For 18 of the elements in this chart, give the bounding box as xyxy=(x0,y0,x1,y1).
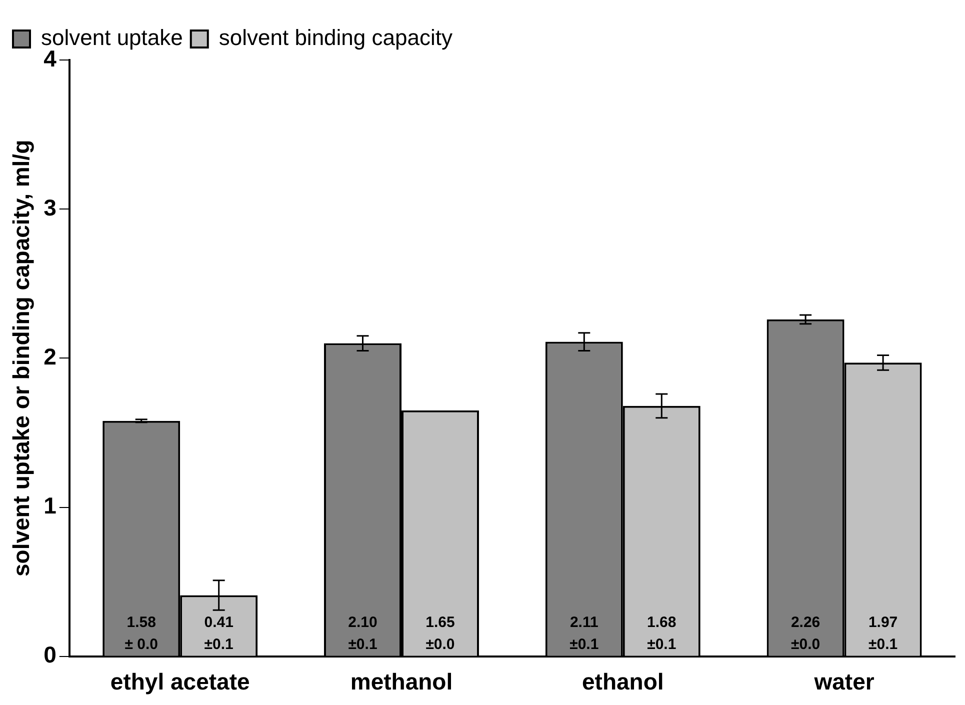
y-tick-label: 0 xyxy=(44,642,56,668)
data-label: 2.10 ±0.1 xyxy=(348,614,378,654)
y-tick-label: 1 xyxy=(44,492,57,519)
legend-label: solvent binding capacity xyxy=(218,25,452,50)
y-tick-label: 2 xyxy=(44,344,56,370)
data-label: 0.41 ±0.1 xyxy=(204,614,234,654)
data-label: 1.58 ± 0.0 xyxy=(124,614,158,654)
y-tick-label: 3 xyxy=(44,194,56,220)
x-tick-label: water xyxy=(813,668,874,695)
x-tick-label: ethyl acetate xyxy=(110,668,250,695)
data-label: 2.26 ±0.0 xyxy=(790,614,820,654)
data-label: 1.65 ±0.0 xyxy=(426,614,455,654)
y-axis-title: solvent uptake or binding capacity, ml/g xyxy=(8,140,34,577)
data-label: 1.97 ±0.1 xyxy=(868,614,898,654)
x-tick-label: methanol xyxy=(350,668,453,695)
x-tick-label: ethanol xyxy=(582,668,664,695)
data-label: 2.11 ±0.1 xyxy=(570,614,599,654)
data-label: 1.68 ±0.1 xyxy=(647,614,676,654)
